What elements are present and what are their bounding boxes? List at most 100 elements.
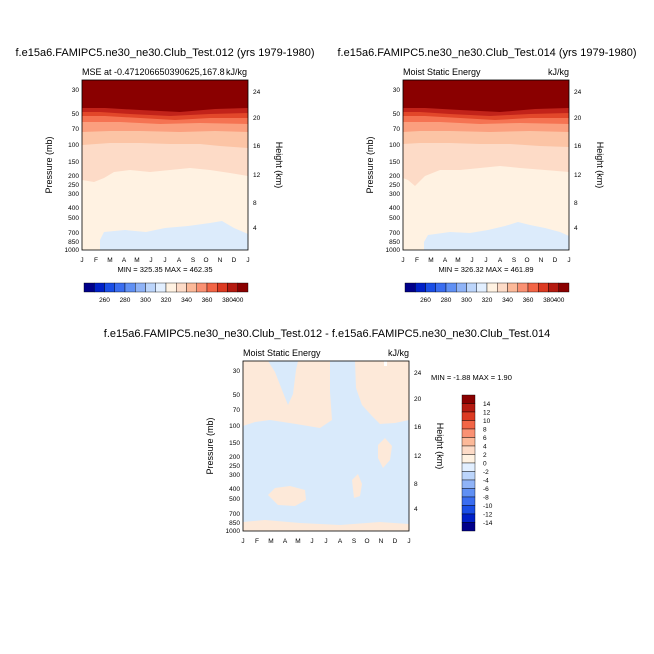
panel-3-x-axis: J F M A M J J A S O N D J: [241, 538, 410, 545]
panel-3: f.e15a6.FAMIPC5.ne30_ne30.Club_Test.012 …: [104, 328, 550, 545]
panel-1-cb-label: 260: [99, 297, 110, 304]
panel-2: f.e15a6.FAMIPC5.ne30_ne30.Club_Test.014 …: [337, 47, 636, 304]
panel-3-ytick: 200: [229, 454, 240, 461]
panel-2-ytick: 30: [393, 87, 401, 94]
panel-3-ytick: 500: [229, 496, 240, 503]
panel-2-subtitle-left: Moist Static Energy: [403, 67, 481, 77]
colorbar-cell: [507, 282, 518, 293]
panel-3-htick: 24: [414, 370, 422, 377]
colorbar-cell: [94, 282, 105, 293]
colorbar-cell: [435, 282, 447, 293]
panel-2-cb-label: 380: [543, 297, 554, 304]
panel-3-ytick: 150: [229, 440, 240, 447]
colorbar-cell: [83, 282, 95, 293]
panel-1-xtick: F: [94, 257, 98, 264]
colorbar-cell: [196, 282, 208, 293]
colorbar-cell: [497, 282, 508, 293]
panel-3-htick: 4: [414, 506, 418, 513]
panel-1-y-label: Pressure (mb): [44, 136, 54, 193]
colorbar-cell: [461, 471, 476, 481]
panel-2-title: f.e15a6.FAMIPC5.ne30_ne30.Club_Test.014 …: [337, 47, 636, 59]
panel-2-ytick: 100: [389, 142, 400, 149]
panel-3-cb-label: 2: [483, 452, 487, 459]
panel-2-xtick: J: [484, 257, 487, 264]
panel-3-htick: 20: [414, 396, 422, 403]
panel-1-htick: 4: [253, 225, 257, 232]
colorbar-cell: [527, 282, 539, 293]
panel-3-xtick: F: [255, 538, 259, 545]
panel-1-cb-label: 280: [120, 297, 131, 304]
panel-3-white-notch: [384, 361, 387, 366]
colorbar-cell: [548, 282, 559, 293]
colorbar-cell: [461, 411, 476, 421]
panel-2-ytick: 250: [389, 182, 400, 189]
panel-3-xtick: J: [241, 538, 244, 545]
panel-3-xtick: J: [324, 538, 327, 545]
panel-3-stats: MIN = -1.88 MAX = 1.90: [431, 373, 512, 382]
colorbar-cell: [461, 445, 476, 455]
panel-1-subtitle-left: MSE at -0.471206650390625,167.8: [82, 67, 225, 77]
panel-1-xtick: M: [134, 257, 139, 264]
panel-3-xtick: J: [407, 538, 410, 545]
colorbar-cell: [217, 282, 228, 293]
panel-2-cb-label: 260: [420, 297, 431, 304]
panel-3-htick: 16: [414, 424, 422, 431]
panel-3-ytick: 300: [229, 472, 240, 479]
panel-3-xtick: D: [393, 538, 398, 545]
panel-3-pos-upper-right-blob: [378, 438, 392, 468]
panel-3-right-label: Height (km): [435, 423, 445, 470]
panel-2-units: kJ/kg: [548, 67, 569, 77]
panel-3-ytick: 850: [229, 520, 240, 527]
panel-2-xtick: J: [470, 257, 473, 264]
panel-1-ytick: 500: [68, 215, 79, 222]
panel-1-ytick: 1000: [65, 247, 80, 254]
colorbar-cell: [415, 282, 426, 293]
colorbar-cell: [176, 282, 187, 293]
panel-2-xtick: O: [524, 257, 529, 264]
panel-1-xtick: O: [203, 257, 208, 264]
panel-3-ytick: 70: [233, 407, 241, 414]
panel-1-xtick: A: [177, 257, 182, 264]
panel-3-cb-label: -4: [483, 478, 489, 485]
panel-3-plot-area: [242, 360, 410, 532]
panel-1-xtick: J: [149, 257, 152, 264]
panel-1-y-axis-right: 24 20 16 12 8 4 Height (km): [253, 89, 284, 232]
panel-2-cb-label: 300: [461, 297, 472, 304]
panel-1-cb-label: 320: [161, 297, 172, 304]
panel-3-cb-label: -6: [483, 486, 489, 493]
panel-1-ytick: 30: [72, 87, 80, 94]
colorbar-cell: [404, 282, 416, 293]
panel-1-cb-label: 360: [202, 297, 213, 304]
panel-2-ytick: 200: [389, 173, 400, 180]
panel-3-cb-label: 0: [483, 461, 487, 468]
panel-1-xtick: J: [246, 257, 249, 264]
colorbar-cell: [461, 403, 476, 413]
panel-3-cb-label: -2: [483, 469, 489, 476]
panel-1-x-axis: J F M A M J J A S O N D J: [80, 257, 249, 264]
colorbar-cell: [517, 282, 529, 293]
panel-2-ytick: 850: [389, 239, 400, 246]
panel-1-band-400: [82, 80, 248, 112]
panel-2-xtick: S: [512, 257, 517, 264]
panel-1-ytick: 200: [68, 173, 79, 180]
panel-2-xtick: M: [455, 257, 460, 264]
panel-3-colorbar: 14 12 10 8 6 4 2 0 -2 -4 -6 -8 -10 -12 -…: [461, 394, 493, 532]
panel-3-y-label: Pressure (mb): [205, 417, 215, 474]
panel-2-cb-label: 400: [554, 297, 565, 304]
colorbar-cell: [466, 282, 477, 293]
panel-2-htick: 4: [574, 225, 578, 232]
panel-2-xtick: J: [567, 257, 570, 264]
colorbar-cell: [135, 282, 146, 293]
panel-3-cb-label: 8: [483, 427, 487, 434]
colorbar-cell: [461, 488, 476, 498]
panel-3-htick: 8: [414, 481, 418, 488]
panel-3-ytick: 30: [233, 368, 241, 375]
panel-3-xtick: M: [268, 538, 273, 545]
panel-1-band-low: [100, 221, 248, 250]
panel-3-cb-label: 6: [483, 435, 487, 442]
panel-2-cb-label: 320: [482, 297, 493, 304]
panel-1-cb-label: 340: [181, 297, 192, 304]
panel-3-xtick: J: [310, 538, 313, 545]
panel-2-ytick: 400: [389, 205, 400, 212]
